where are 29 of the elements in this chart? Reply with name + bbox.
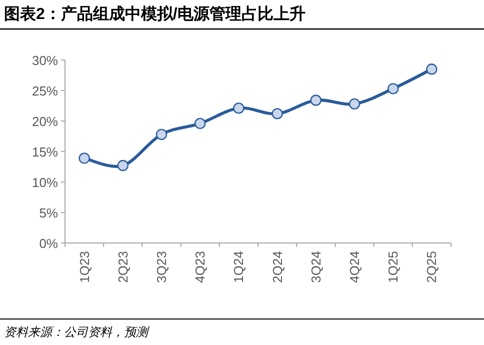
chart-title: 图表2：产品组成中模拟/电源管理占比上升 [4, 5, 306, 23]
text: 资料来源：公司资料，预测 [4, 325, 150, 339]
x-tick-label: 4Q24 [347, 251, 362, 283]
point [426, 64, 438, 75]
x-tick-label: 1Q25 [386, 251, 401, 283]
x-tick-label: 2Q24 [270, 251, 285, 283]
y-tick-label: 5% [39, 206, 58, 220]
point [194, 118, 206, 130]
point [233, 102, 244, 114]
point [388, 83, 399, 94]
x-tick-label: 2Q23 [115, 251, 130, 283]
x-tick-label: 1Q23 [76, 251, 92, 283]
y-tick-label: 15% [32, 144, 58, 160]
x-tick-label: 2Q25 [424, 251, 440, 283]
point [156, 128, 168, 140]
x-tick-label: 4Q23 [192, 251, 208, 283]
point [78, 152, 90, 164]
point [272, 108, 283, 120]
point [310, 94, 322, 106]
y-tick-label: 0% [39, 236, 58, 251]
y-tick-label: 25% [32, 84, 58, 98]
x-tick-label: 1Q24 [231, 251, 246, 283]
y-tick-label: 30% [32, 53, 58, 68]
y-tick-label: 20% [32, 114, 58, 129]
y-tick-label: 10% [32, 175, 58, 190]
x-tick-label: 3Q24 [308, 251, 324, 283]
point [348, 98, 360, 110]
x-tick-label: 3Q23 [154, 251, 169, 283]
point [117, 160, 128, 172]
